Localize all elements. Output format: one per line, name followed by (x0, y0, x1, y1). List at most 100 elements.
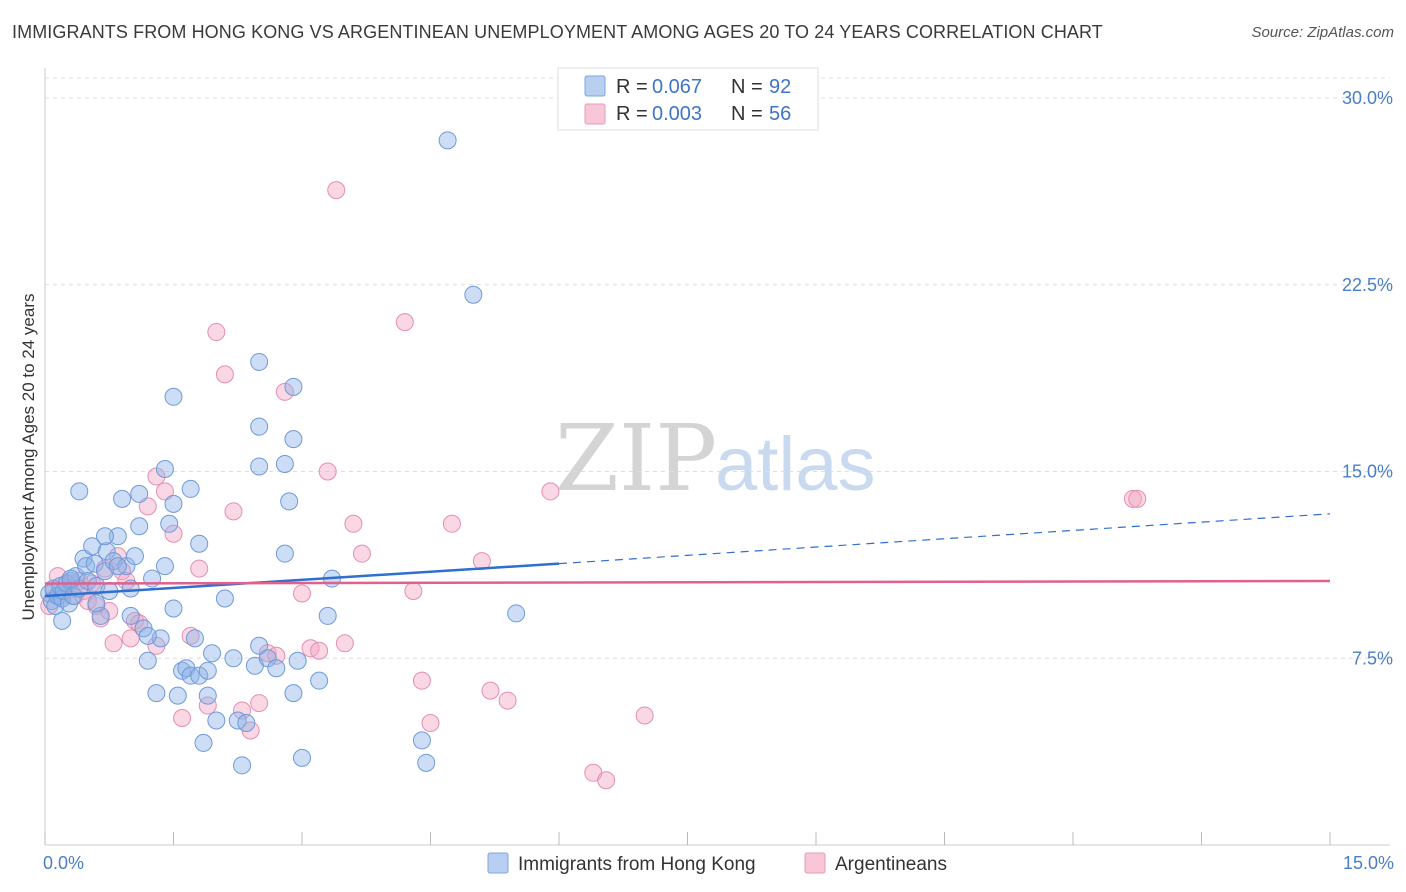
hong-kong-point (164, 494, 183, 513)
hong-kong-point (417, 753, 436, 772)
series-legend-label-argentineans: Argentineans (835, 854, 947, 875)
argentineans-point (224, 502, 243, 521)
legend-swatch-pink (584, 103, 606, 125)
hong-kong-point (164, 599, 183, 618)
gridlines (45, 77, 1390, 659)
argentineans-point (481, 681, 500, 700)
hong-kong-point (233, 756, 252, 775)
hong-kong-point (185, 629, 204, 648)
hong-kong-point (74, 549, 93, 568)
argentineans-point (164, 524, 183, 543)
argentineans-point (293, 584, 311, 603)
hong-kong-point (207, 711, 226, 730)
hong-kong-point (138, 651, 157, 670)
hong-kong-point (198, 686, 217, 705)
watermark-atlas: atlas (715, 422, 876, 507)
argentineans-point (344, 514, 363, 533)
argentineans-point (442, 514, 461, 533)
hong-kong-point (85, 554, 104, 573)
argentineans-point (1128, 489, 1147, 508)
hong-kong-point (164, 387, 183, 406)
series-legend: Immigrants from Hong Kong Argentineans (487, 852, 947, 875)
hong-kong-point (125, 547, 144, 566)
watermark: ZIP atlas (555, 405, 876, 512)
argentineans-point (173, 709, 192, 728)
hong-kong-point (97, 542, 116, 561)
y-tick-label: 22.5% (1342, 275, 1393, 295)
hong-kong-point (284, 684, 303, 703)
hong-kong-point (318, 606, 337, 625)
stats-legend: R = 0.067 N = 92 R = 0.003 N = 56 (557, 67, 819, 131)
legend-r-value-2: 0.003 (652, 103, 702, 125)
y-tick-label: 7.5% (1352, 648, 1393, 668)
legend-swatch-blue (584, 75, 606, 97)
hong-kong-point (168, 686, 187, 705)
hong-kong-point (250, 352, 269, 371)
legend-n-label-1: N = (731, 76, 763, 98)
hong-kong-point (250, 636, 269, 655)
argentineans-point (635, 706, 654, 725)
x-axis-ticks (44, 832, 1331, 845)
hong-kong-point (507, 604, 526, 623)
y-tick-label: 30.0% (1342, 88, 1393, 108)
argentineans-point (207, 323, 226, 342)
hong-kong-point (130, 484, 149, 503)
argentineans-point (155, 482, 174, 501)
trend-lines (44, 513, 1331, 598)
hong-kong-point (203, 644, 222, 663)
legend-n-value-2: 56 (769, 103, 791, 125)
argentineans-point (421, 713, 440, 732)
hong-kong-point (250, 417, 269, 436)
hong-kong-point (130, 517, 149, 536)
hong-kong-point (53, 611, 72, 630)
hong-kong-point (284, 377, 303, 396)
hong-kong-point (147, 684, 166, 703)
hong-kong-point (293, 748, 311, 767)
argentineans-trend-line (44, 579, 1331, 585)
argentineans-point (138, 497, 157, 516)
argentineans-point (597, 771, 616, 790)
hong-kong-point (108, 557, 127, 576)
argentineans-point (104, 634, 123, 653)
y-tick-label: 15.0% (1342, 462, 1393, 482)
argentineans-point (1123, 489, 1142, 508)
series-legend-swatch-argentineans (804, 852, 826, 874)
hong-kong-point (284, 430, 303, 449)
argentineans-point (404, 582, 423, 601)
hong-kong-point (138, 626, 157, 645)
hong-kong-point (87, 594, 106, 613)
argentineans-point (318, 462, 337, 481)
argentineans-point (412, 671, 431, 690)
hong-kong-trend-line (44, 562, 560, 598)
hong-kong-point (412, 731, 431, 750)
legend-n-value-1: 92 (769, 76, 791, 98)
legend-n-label-2: N = (731, 103, 763, 125)
argentineans-point (310, 641, 329, 660)
series-legend-label-hong-kong: Immigrants from Hong Kong (518, 854, 756, 875)
hong-kong-point (160, 514, 179, 533)
hong-kong-point (275, 544, 294, 563)
chart-title: IMMIGRANTS FROM HONG KONG VS ARGENTINEAN… (12, 22, 1103, 42)
hong-kong-points (40, 131, 526, 775)
hong-kong-point (438, 131, 457, 150)
hong-kong-point (113, 489, 132, 508)
hong-kong-point (464, 285, 483, 304)
argentineans-point (498, 691, 517, 710)
argentineans-point (541, 482, 560, 501)
argentineans-point (198, 696, 217, 715)
hong-kong-point (267, 659, 286, 678)
hong-kong-point (190, 666, 209, 685)
x-tick-label-max: 15.0% (1343, 853, 1394, 873)
series-legend-swatch-hong-kong (487, 852, 509, 874)
x-tick-label-min: 0.0% (43, 853, 84, 873)
y-tick-labels: 7.5% 15.0% 22.5% 30.0% (1342, 88, 1393, 668)
argentineans-point (395, 313, 414, 332)
legend-r-value-1: 0.067 (652, 76, 702, 98)
argentineans-point (215, 365, 234, 384)
argentineans-point (352, 544, 371, 563)
legend-r-label-1: R = (616, 76, 648, 98)
watermark-zip: ZIP (555, 405, 717, 512)
hong-kong-point (194, 733, 213, 752)
hong-kong-point (224, 649, 243, 668)
hong-kong-point (250, 457, 269, 476)
